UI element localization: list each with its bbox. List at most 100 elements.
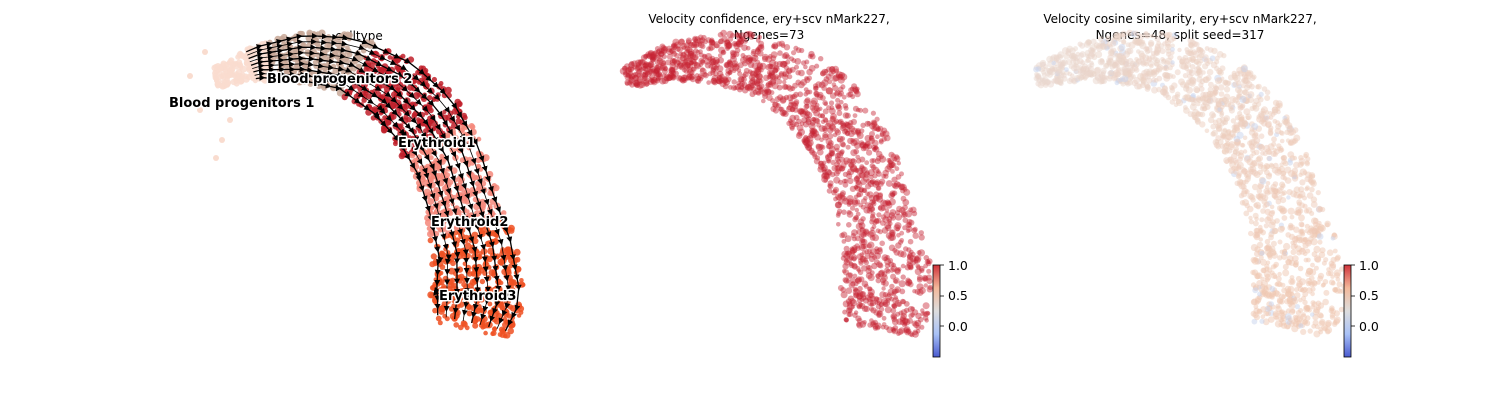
cell-point xyxy=(860,256,867,263)
cell-point xyxy=(717,57,724,64)
cell-point xyxy=(864,120,871,127)
cell-point xyxy=(842,178,847,184)
cell-point xyxy=(874,180,880,186)
cell-point xyxy=(699,59,706,65)
cell-point xyxy=(869,174,874,180)
cell-point xyxy=(825,73,832,80)
cell-point xyxy=(839,191,845,198)
cell-point xyxy=(1317,275,1324,282)
cell-point xyxy=(668,66,676,74)
cell-point xyxy=(706,80,711,85)
cell-point xyxy=(651,78,658,86)
cell-point xyxy=(868,292,875,299)
cell-point xyxy=(814,63,820,69)
cell-point xyxy=(705,53,713,60)
cell-point xyxy=(692,53,699,61)
cell-point xyxy=(850,127,858,135)
cell-point xyxy=(757,50,764,57)
cell-point xyxy=(1252,104,1257,110)
cell-point xyxy=(758,78,764,84)
cell-point xyxy=(1061,75,1068,82)
cell-point xyxy=(635,70,642,78)
cell-point xyxy=(783,65,789,71)
cell-point xyxy=(836,194,843,201)
cell-point xyxy=(632,64,638,70)
cell-point xyxy=(678,51,684,57)
cell-point xyxy=(898,184,905,191)
cell-point xyxy=(900,312,907,320)
cell-point xyxy=(761,89,769,97)
cell-point xyxy=(828,66,836,73)
cell-point xyxy=(678,38,685,45)
cell-point xyxy=(687,53,694,60)
cell-point xyxy=(854,86,860,92)
cell-point xyxy=(819,113,825,119)
cell-point xyxy=(742,60,749,67)
cell-point xyxy=(853,281,859,287)
cell-point xyxy=(874,296,880,302)
cell-point xyxy=(922,277,927,282)
cell-point xyxy=(767,72,772,77)
cell-point xyxy=(1285,290,1293,298)
cell-point xyxy=(818,106,823,112)
cell-point xyxy=(1275,123,1282,130)
cell-point xyxy=(837,199,844,205)
cell-point xyxy=(880,324,886,330)
cell-point xyxy=(1269,204,1275,210)
cell-point xyxy=(718,46,726,54)
cell-point xyxy=(633,71,639,77)
cell-point xyxy=(709,58,717,65)
cell-point xyxy=(747,61,755,68)
cell-point xyxy=(865,264,871,270)
cell-point xyxy=(820,95,826,101)
cell-point xyxy=(649,77,655,83)
cell-point xyxy=(1140,82,1146,89)
cell-point xyxy=(836,104,843,112)
cell-point xyxy=(742,55,749,61)
cell-point xyxy=(1242,119,1248,125)
cell-point xyxy=(732,85,738,91)
cell-point xyxy=(640,72,647,78)
cell-point xyxy=(904,307,910,313)
cell-point xyxy=(861,280,869,288)
cell-point xyxy=(498,259,505,266)
cell-point xyxy=(782,110,789,117)
cell-point xyxy=(881,286,886,291)
cell-point xyxy=(1296,199,1303,206)
cell-point xyxy=(817,113,823,119)
cell-point xyxy=(847,168,855,176)
cell-point xyxy=(1268,125,1274,131)
cell-point xyxy=(848,282,855,289)
cell-point xyxy=(793,91,799,98)
cell-point xyxy=(772,67,779,74)
cell-point xyxy=(853,167,859,173)
cell-point xyxy=(1281,170,1286,176)
cell-point xyxy=(900,274,906,280)
cell-point xyxy=(858,233,865,239)
cell-point xyxy=(1289,279,1295,285)
cell-point xyxy=(1259,255,1264,260)
cell-point xyxy=(1118,43,1126,51)
cell-point xyxy=(872,194,880,201)
cell-point xyxy=(896,182,902,188)
cell-point xyxy=(1183,58,1190,65)
cell-point xyxy=(846,312,852,318)
cell-point xyxy=(1272,192,1278,199)
cell-point xyxy=(837,73,843,79)
cell-point xyxy=(850,299,858,307)
cell-point xyxy=(750,76,756,82)
cell-point xyxy=(1281,190,1287,196)
cell-point xyxy=(1271,141,1277,147)
cell-point xyxy=(765,55,773,63)
cell-point xyxy=(836,137,842,143)
cell-point xyxy=(686,66,693,74)
cell-point xyxy=(1182,94,1189,101)
cell-point xyxy=(747,69,753,75)
cell-point xyxy=(800,108,806,113)
cell-point xyxy=(1239,142,1245,148)
cell-point xyxy=(213,63,219,70)
cell-point xyxy=(831,75,839,82)
cell-point xyxy=(910,312,916,318)
cell-point xyxy=(762,93,768,100)
cell-point xyxy=(680,43,687,50)
